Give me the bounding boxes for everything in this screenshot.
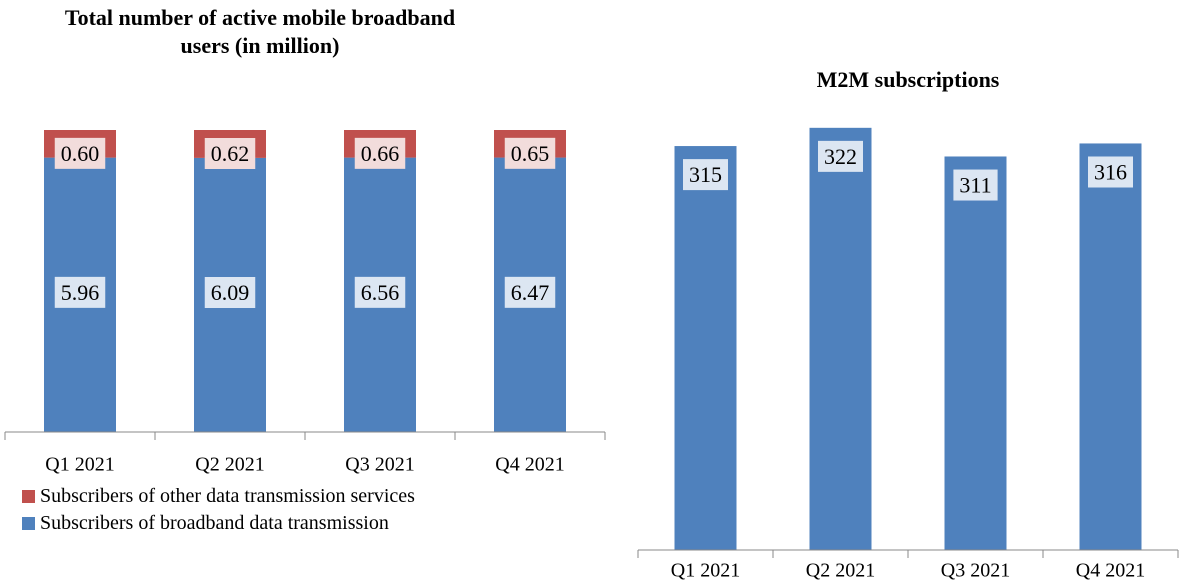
data-label: 6.09	[211, 280, 250, 305]
title-line: users (in million)	[181, 33, 340, 58]
bar	[674, 146, 737, 550]
data-label-box	[683, 159, 728, 191]
data-label: 5.96	[61, 280, 100, 305]
data-label-box	[818, 140, 863, 172]
x-tick-label: Q2 2021	[806, 560, 875, 582]
data-label-box	[1088, 156, 1133, 188]
data-label: 0.66	[361, 141, 400, 166]
data-label: 0.65	[511, 141, 550, 166]
chart-title: Total number of active mobile broadband u…	[65, 5, 455, 58]
legend-item: Subscribers of broadband data transmissi…	[20, 511, 580, 536]
data-label-box	[204, 137, 256, 169]
bar	[809, 127, 872, 551]
data-label-box	[504, 137, 556, 169]
x-tick-label: Q4 2021	[495, 454, 564, 476]
data-label: 0.62	[211, 141, 250, 166]
legend: Subscribers of other data transmission s…	[20, 484, 580, 538]
data-label-box	[354, 276, 406, 308]
data-label-box	[354, 137, 406, 169]
x-tick-label: Q1 2021	[671, 560, 740, 582]
x-tick-label: Q4 2021	[1076, 560, 1145, 582]
data-label: 322	[824, 144, 857, 169]
data-label-box	[204, 276, 256, 308]
x-tick-label: Q2 2021	[195, 454, 264, 476]
x-tick-label: Q3 2021	[941, 560, 1010, 582]
data-label: 311	[959, 173, 991, 198]
chart-title: M2M subscriptions	[817, 67, 1000, 92]
bar	[1079, 143, 1142, 551]
data-label: 0.60	[61, 141, 100, 166]
legend-item: Subscribers of other data transmission s…	[20, 484, 580, 509]
x-tick-label: Q1 2021	[45, 454, 114, 476]
data-label: 315	[689, 162, 722, 187]
data-label-box	[54, 276, 106, 308]
legend-label: Subscribers of other data transmission s…	[40, 485, 415, 507]
data-label: 6.56	[361, 280, 400, 305]
legend-swatch	[22, 517, 35, 530]
data-label: 6.47	[511, 280, 550, 305]
data-label: 316	[1094, 160, 1127, 185]
legend-label: Subscribers of broadband data transmissi…	[40, 512, 389, 534]
bar	[944, 156, 1007, 550]
x-tick-label: Q3 2021	[345, 454, 414, 476]
data-label-box	[54, 137, 106, 169]
data-label-box	[504, 276, 556, 308]
title-line: Total number of active mobile broadband	[65, 5, 455, 30]
legend-swatch	[22, 490, 35, 503]
data-label-box	[953, 169, 998, 201]
